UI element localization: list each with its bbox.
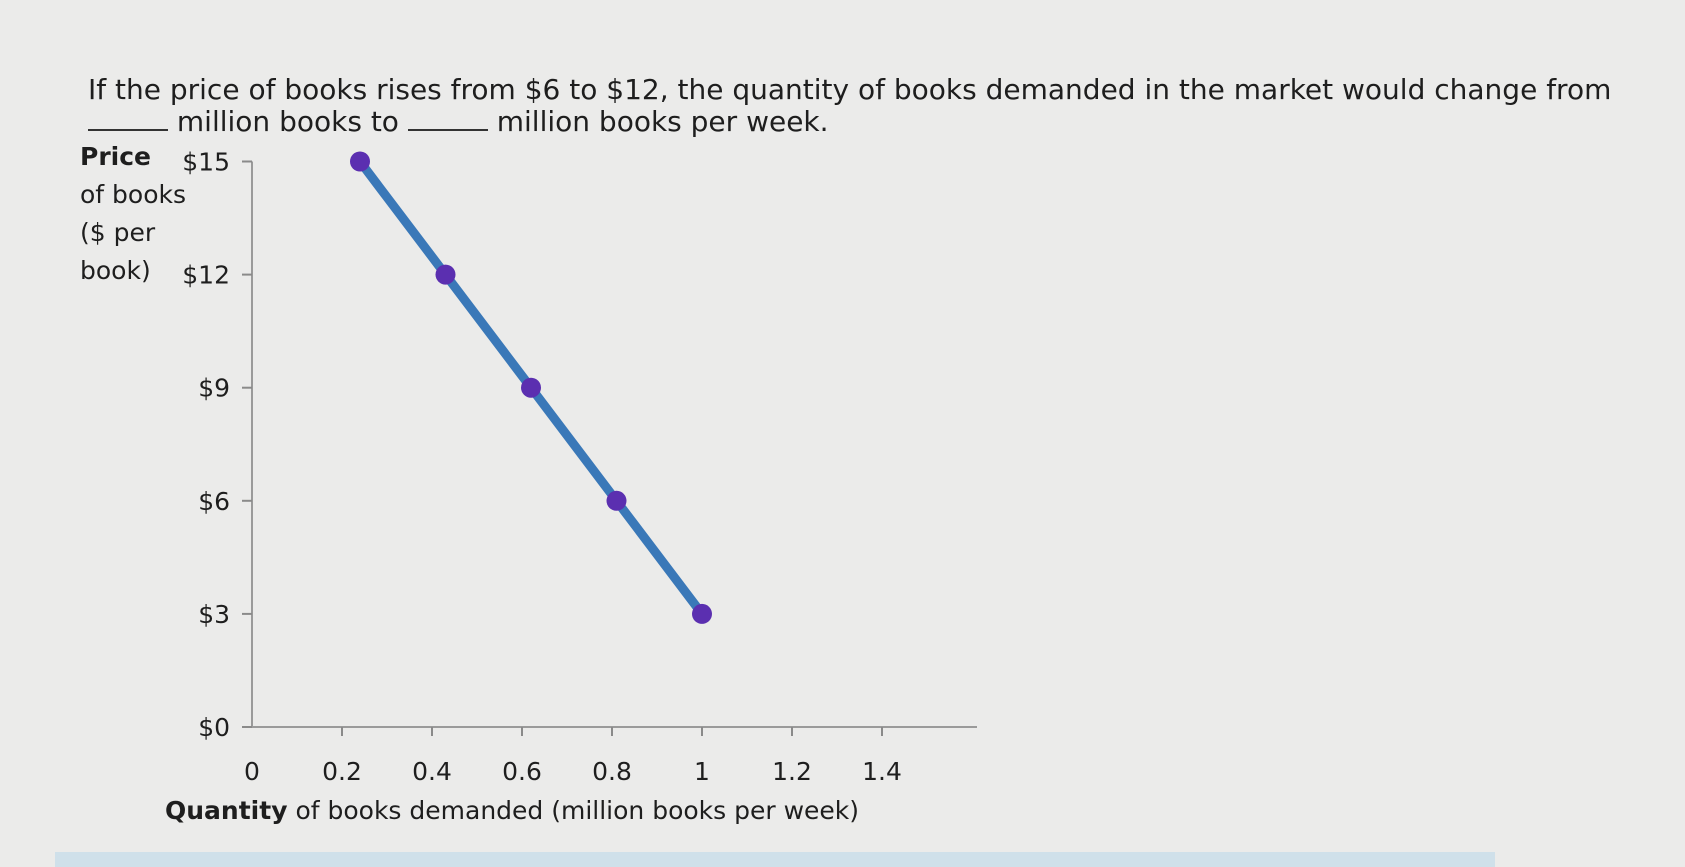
chart-ticks: $0 $3 $6 $9 $12 $15 0 0.2 0.4 0.6 0.8 1 1.2 1.4 xyxy=(182,148,902,787)
y-tick-label: $9 xyxy=(198,374,230,403)
y-tick-label: $3 xyxy=(198,600,230,629)
y-axis-label-line: book) xyxy=(80,256,151,285)
x-axis-label-bold: Quantity xyxy=(165,796,288,825)
data-point xyxy=(692,603,712,624)
answer-blank-2[interactable] xyxy=(407,107,488,131)
y-tick-label: $12 xyxy=(182,261,230,290)
answer-blank-1[interactable] xyxy=(88,107,168,131)
y-axis-label-line: of books xyxy=(80,180,187,209)
x-tick-label: 0.6 xyxy=(502,757,542,786)
x-axis-label: Quantity of books demanded (million book… xyxy=(165,796,859,825)
y-axis-label-line: ($ per xyxy=(80,218,156,247)
x-tick-label: 1 xyxy=(694,757,710,786)
chart-axes xyxy=(247,161,977,728)
x-axis-label-rest: of books demanded (million books per wee… xyxy=(287,796,860,825)
y-tick-label: $6 xyxy=(198,487,230,516)
question-part1: If the price of books rises from $6 to $… xyxy=(88,73,1612,106)
x-tick-label: 1.4 xyxy=(862,757,902,786)
chart-series xyxy=(350,151,712,624)
question-part3: million books per week. xyxy=(496,105,829,138)
question-text: If the price of books rises from $6 to $… xyxy=(88,74,1648,138)
y-axis-label: Price of books ($ per book) xyxy=(80,138,186,290)
x-tick-label: 0 xyxy=(244,757,260,786)
answer-area-strip xyxy=(55,852,1495,867)
y-axis-label-line: Price xyxy=(80,142,151,171)
x-tick-label: 0.2 xyxy=(322,757,362,786)
x-tick-label: 0.4 xyxy=(412,757,452,786)
data-point xyxy=(350,151,370,172)
x-tick-label: 0.8 xyxy=(592,757,632,786)
y-tick-label: $0 xyxy=(198,713,230,742)
data-point xyxy=(435,264,456,285)
data-point xyxy=(521,377,541,398)
x-tick-label: 1.2 xyxy=(772,757,812,786)
y-tick-label: $15 xyxy=(182,148,230,177)
data-point xyxy=(606,490,627,511)
question-part2: million books to xyxy=(176,105,399,138)
